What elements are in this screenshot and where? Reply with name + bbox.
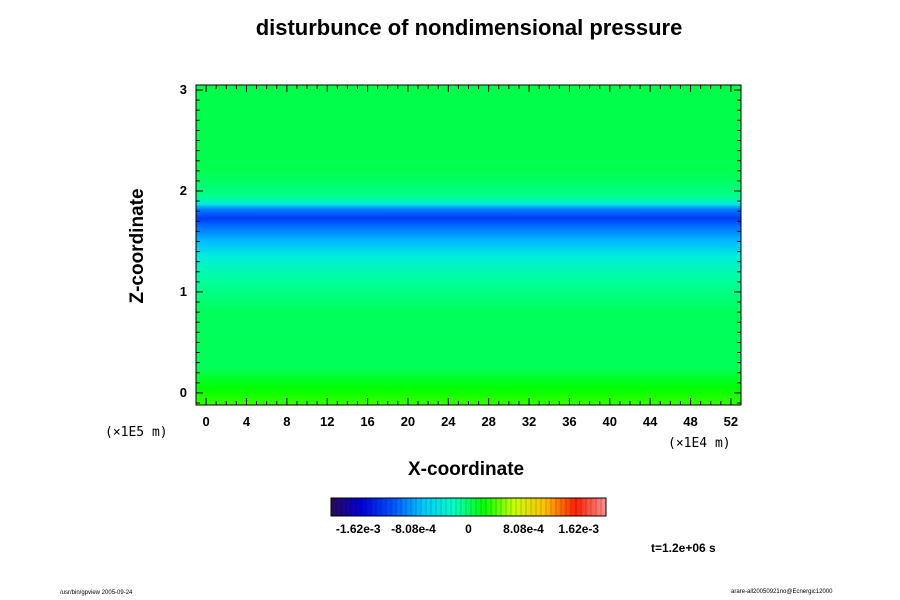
y-tick-label: 0: [179, 384, 187, 400]
colorbar-tick-label: 1.62e-3: [558, 522, 600, 536]
x-tick-label: 16: [360, 414, 375, 429]
footer-source: arare-all20050921no@Ecnergic12000: [731, 589, 833, 595]
colorbar-tick-label: -8.08e-4: [391, 522, 436, 536]
x-tick-label: 8: [283, 414, 291, 429]
colorbar-tick-label: 8.08e-4: [503, 522, 544, 536]
x-tick-label: 52: [723, 414, 739, 429]
x-axis-unit: (×1E4 m): [668, 436, 731, 451]
x-tick-label: 20: [400, 414, 416, 429]
footer-command: /usr/bin/gpview 2005-09-24: [60, 590, 133, 596]
colorbar-segments: [335, 498, 602, 516]
pressure-field: [196, 85, 741, 405]
x-tick-label: 44: [642, 414, 658, 429]
x-axis-ticks: [195, 85, 742, 405]
x-axis-label: X-coordinate: [408, 459, 525, 480]
x-tick-label: 48: [683, 414, 698, 429]
chart-title: disturbunce of nondimensional pressure: [255, 15, 683, 40]
y-axis-unit: (×1E5 m): [105, 425, 168, 440]
colorbar: [331, 498, 606, 516]
x-tick-label: 40: [602, 414, 618, 429]
y-axis-label: Z-coordinate: [127, 188, 148, 304]
x-tick-label: 24: [441, 414, 456, 429]
x-tick-label: 36: [562, 414, 577, 429]
colorbar-tick-label: -1.62e-3: [335, 522, 381, 536]
colorbar-tick-label: 0: [465, 522, 472, 536]
colorbar-frame: [330, 497, 607, 517]
y-tick-label: 1: [179, 283, 187, 299]
x-tick-label: 28: [481, 414, 496, 429]
time-label: t=1.2e+06 s: [651, 541, 716, 555]
x-tick-label: 0: [202, 414, 210, 429]
x-tick-label: 32: [521, 414, 537, 429]
x-tick-label: 4: [242, 414, 251, 429]
y-tick-label: 2: [179, 182, 187, 198]
x-tick-label: 12: [319, 414, 335, 429]
y-axis-ticks: [196, 89, 741, 404]
y-tick-label: 3: [179, 82, 187, 98]
